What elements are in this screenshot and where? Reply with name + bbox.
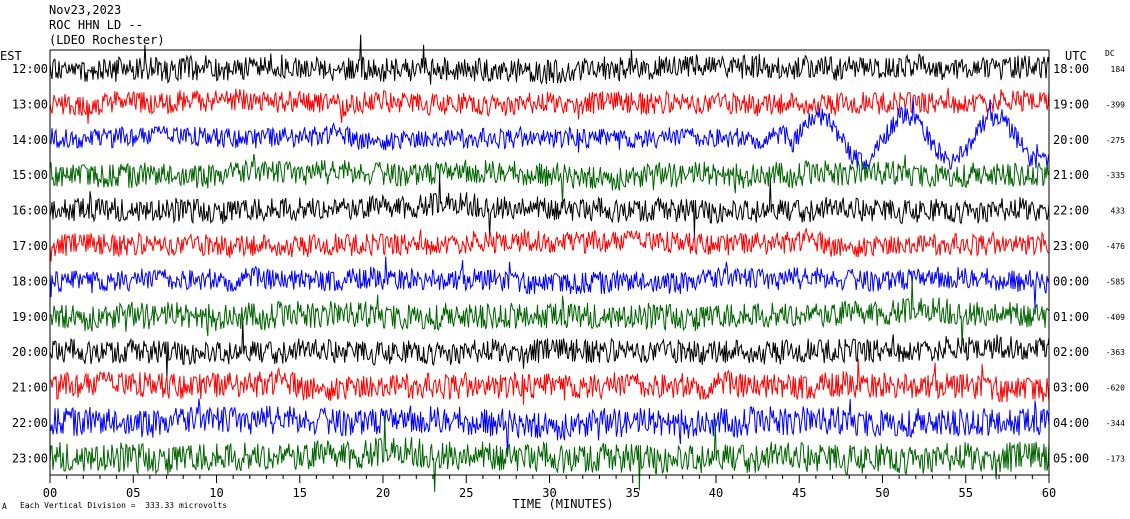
- est-tick-label: 17:00: [12, 239, 48, 253]
- dc-offset-label: -585: [1106, 277, 1125, 286]
- dc-offset-label: -173: [1106, 454, 1125, 463]
- est-tick-label: 12:00: [12, 62, 48, 76]
- utc-tick-label: 00:00: [1053, 274, 1089, 288]
- trace-row-1500: [49, 153, 1050, 205]
- utc-tick-label: 20:00: [1053, 133, 1089, 147]
- trace-row-2000: [49, 320, 1050, 378]
- x-tick-label: 60: [1042, 486, 1056, 500]
- est-tick-label: 21:00: [12, 381, 48, 395]
- dc-offset-label: 184: [1111, 65, 1126, 74]
- dc-offset-label: -335: [1106, 171, 1125, 180]
- utc-tick-label: 21:00: [1053, 168, 1089, 182]
- x-tick-label: 15: [293, 486, 307, 500]
- trace-row-2300: [49, 415, 1050, 492]
- left-axis-label: EST: [0, 49, 22, 63]
- dc-offset-label: -620: [1106, 384, 1125, 393]
- x-axis-label: TIME (MINUTES): [512, 497, 613, 511]
- est-tick-label: 22:00: [12, 416, 48, 430]
- utc-tick-label: 19:00: [1053, 97, 1089, 111]
- dc-offset-label: -363: [1106, 348, 1125, 357]
- est-tick-label: 15:00: [12, 168, 48, 182]
- trace-row-1800: [49, 256, 1050, 308]
- trace-row-1700: [49, 227, 1050, 262]
- x-tick-label: 40: [709, 486, 723, 500]
- x-tick-label: 00: [43, 486, 57, 500]
- x-tick-label: 05: [126, 486, 140, 500]
- dc-offset-label: -344: [1106, 419, 1125, 428]
- trace-row-1200: [49, 34, 1050, 85]
- est-tick-label: 13:00: [12, 97, 48, 111]
- x-tick-label: 45: [792, 486, 806, 500]
- scale-note: Each Vertical Division = 333.33 microvol…: [20, 501, 228, 510]
- dc-offset-label: -275: [1106, 136, 1125, 145]
- x-tick-label: 35: [626, 486, 640, 500]
- dc-offset-label: -409: [1106, 313, 1125, 322]
- trace-row-1600: [49, 174, 1050, 237]
- x-tick-label: 10: [209, 486, 223, 500]
- date-label: Nov23,2023: [49, 3, 122, 17]
- utc-tick-label: 18:00: [1053, 62, 1089, 76]
- x-tick-label: 25: [459, 486, 473, 500]
- dc-offset-label: 433: [1111, 207, 1126, 216]
- x-tick-label: 55: [959, 486, 973, 500]
- trace-row-2200: [49, 398, 1050, 457]
- x-tick-label: 30: [542, 486, 556, 500]
- right-axis-label: UTC: [1065, 49, 1087, 63]
- utc-tick-label: 01:00: [1053, 310, 1089, 324]
- est-tick-label: 19:00: [12, 310, 48, 324]
- est-tick-label: 23:00: [12, 451, 48, 465]
- est-tick-label: 14:00: [12, 133, 48, 147]
- dc-offset-label: -399: [1106, 100, 1125, 109]
- network-label: (LDEO Rochester): [49, 33, 165, 47]
- utc-tick-label: 02:00: [1053, 345, 1089, 359]
- trace-row-2100: [49, 358, 1050, 405]
- dc-offset-label: -476: [1106, 242, 1125, 251]
- est-tick-label: 16:00: [12, 204, 48, 218]
- est-tick-label: 18:00: [12, 274, 48, 288]
- est-tick-label: 20:00: [12, 345, 48, 359]
- trace-row-1900: [49, 278, 1050, 346]
- x-tick-label: 20: [376, 486, 390, 500]
- trace-row-1400: [49, 97, 1050, 172]
- utc-tick-label: 04:00: [1053, 416, 1089, 430]
- dc-column-label: DC: [1105, 49, 1115, 58]
- footer-mark: A: [2, 502, 7, 511]
- utc-tick-label: 05:00: [1053, 451, 1089, 465]
- x-tick-label: 50: [875, 486, 889, 500]
- utc-tick-label: 22:00: [1053, 204, 1089, 218]
- station-label: ROC HHN LD --: [49, 18, 143, 32]
- utc-tick-label: 23:00: [1053, 239, 1089, 253]
- trace-row-1300: [49, 87, 1050, 124]
- utc-tick-label: 03:00: [1053, 381, 1089, 395]
